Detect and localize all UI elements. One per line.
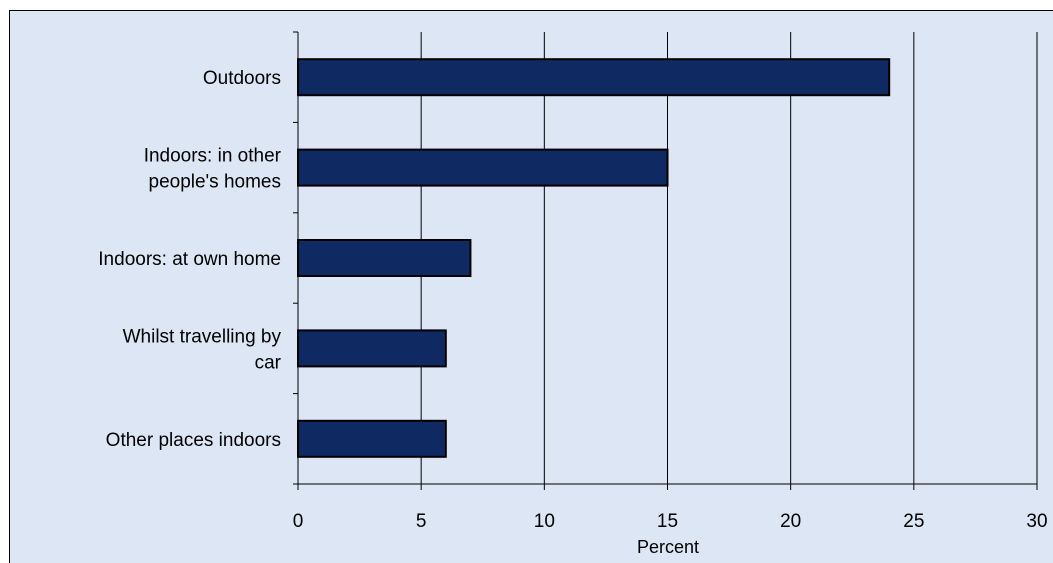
x-tick-label-10: 10 (534, 511, 555, 532)
category-label-0: Outdoors (203, 68, 281, 89)
x-tick-label-25: 25 (903, 511, 924, 532)
category-labels: Outdoors Indoors: in other people's homes I… (98, 68, 281, 451)
category-label-3-line-0: Whilst travelling by (123, 326, 282, 347)
bar-3 (297, 329, 447, 368)
bar-2 (297, 239, 472, 277)
x-tick-label-30: 30 (1026, 511, 1047, 532)
bar-4 (297, 419, 447, 458)
x-axis-title: Percent (637, 537, 699, 557)
gridlines (420, 32, 1038, 484)
bar-0 (297, 58, 891, 97)
axes (293, 31, 1038, 490)
x-tick-label-5: 5 (416, 511, 427, 532)
bar-1 (297, 148, 669, 187)
category-label-3-line-1: car (255, 352, 282, 373)
x-tick-label-20: 20 (780, 511, 801, 532)
category-label-1-line-1: people's homes (149, 172, 282, 193)
category-label-1-line-0: Indoors: in other (144, 146, 282, 167)
x-tick-label-15: 15 (657, 511, 678, 532)
chart-area (9, 10, 1053, 563)
bars (297, 58, 891, 458)
category-label-4: Other places indoors (106, 430, 281, 451)
x-tick-labels: 0 5 10 15 20 25 30 (293, 511, 1048, 532)
category-label-2: Indoors: at own home (98, 249, 281, 270)
x-tick-label-0: 0 (293, 511, 304, 532)
